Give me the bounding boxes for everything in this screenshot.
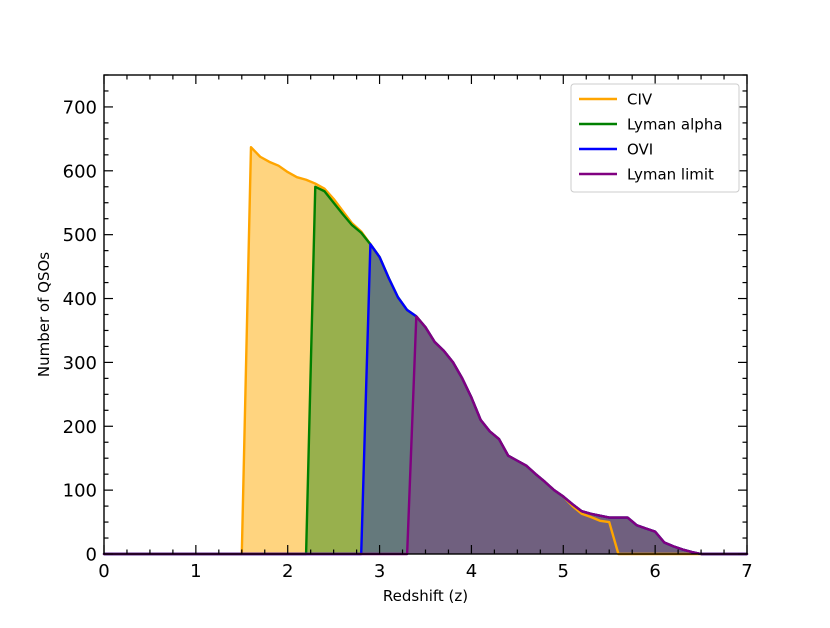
legend-label-lyman-limit: Lyman limit <box>627 166 714 184</box>
area-fills <box>104 147 747 555</box>
legend-label-lyman-alpha: Lyman alpha <box>627 116 723 134</box>
x-tick-labels: 0 1 2 3 4 5 6 7 <box>98 561 752 582</box>
x-tick-label: 3 <box>374 561 385 582</box>
y-tick-label: 600 <box>63 161 97 182</box>
y-tick-label: 700 <box>63 97 97 118</box>
y-tick-label: 200 <box>63 417 97 438</box>
y-tick-label: 0 <box>86 545 97 566</box>
y-axis-title: Number of QSOs <box>35 252 53 377</box>
x-tick-label: 7 <box>741 561 752 582</box>
x-tick-label: 6 <box>649 561 660 582</box>
y-tick-label: 500 <box>63 225 97 246</box>
axis-ticks <box>103 74 748 555</box>
y-tick-label: 300 <box>63 353 97 374</box>
y-tick-label: 100 <box>63 481 97 502</box>
legend-box <box>570 83 740 193</box>
area-fill-lyman-limit <box>104 316 747 554</box>
y-tick-label: 400 <box>63 289 97 310</box>
x-tick-label: 0 <box>98 561 109 582</box>
x-tick-label: 5 <box>558 561 569 582</box>
x-tick-label: 4 <box>466 561 477 582</box>
x-tick-label: 1 <box>190 561 201 582</box>
x-axis-title: Redshift (z) <box>383 587 468 605</box>
legend-items: CIV Lyman alpha OVI Lyman limit <box>579 91 723 184</box>
x-tick-label: 2 <box>282 561 293 582</box>
legend-label-ovi: OVI <box>627 141 653 159</box>
series-lines <box>102 145 749 556</box>
series-line-lyman-limit <box>102 315 749 556</box>
legend: CIV Lyman alpha OVI Lyman limit <box>570 83 740 193</box>
legend-label-civ: CIV <box>627 91 653 109</box>
y-tick-labels: 0 100 200 300 400 500 600 700 <box>63 97 97 565</box>
